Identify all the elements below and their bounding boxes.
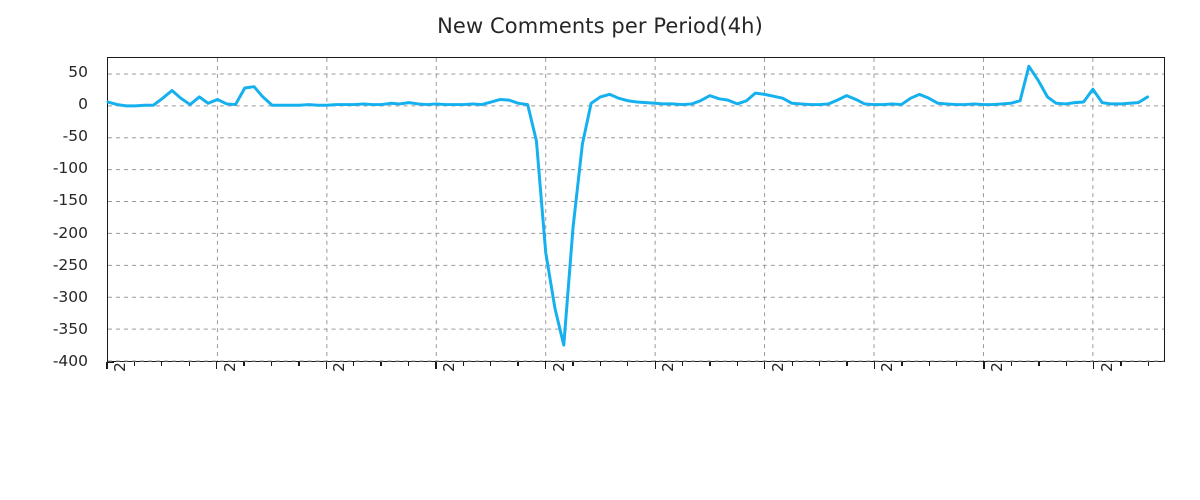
x-axis-minor-tick-mark — [1147, 362, 1150, 366]
x-axis-major-tick-mark — [435, 362, 437, 369]
chart-title: New Comments per Period(4h) — [437, 14, 763, 38]
x-axis-minor-tick-mark — [709, 362, 711, 366]
x-axis-minor-tick-mark — [298, 362, 300, 366]
x-axis-minor-tick-mark — [627, 362, 629, 366]
x-axis-major-tick-mark — [983, 362, 985, 369]
x-axis-major-tick-mark — [325, 362, 327, 369]
x-axis-minor-tick-mark — [270, 362, 273, 366]
y-axis-tick-label: -150 — [52, 191, 88, 210]
x-axis-minor-tick-mark — [681, 362, 684, 366]
x-axis-minor-tick-mark — [736, 362, 739, 366]
y-axis-tick-label: -300 — [52, 287, 88, 306]
x-axis-minor-tick-mark — [380, 362, 382, 366]
y-axis-tick-label: -100 — [52, 159, 88, 178]
plot-area — [106, 57, 1165, 362]
x-axis-minor-tick-mark — [243, 362, 245, 366]
x-axis-minor-tick-mark — [928, 362, 930, 366]
x-axis-major-tick-mark — [106, 362, 108, 369]
x-axis-major-tick-mark — [764, 362, 766, 369]
y-axis-tick-label: -200 — [52, 223, 88, 242]
data-series-line — [106, 64, 1150, 347]
x-axis-minor-tick-mark — [353, 362, 355, 366]
y-axis-tick-label: 0 — [78, 95, 88, 114]
x-axis-minor-tick-mark — [791, 362, 793, 366]
x-axis-major-tick-mark — [215, 362, 218, 369]
x-axis-minor-tick-mark — [1120, 362, 1122, 366]
y-axis-tick-label: 50 — [68, 63, 88, 82]
x-axis-major-tick-mark — [873, 362, 876, 369]
x-axis-minor-tick-mark — [490, 362, 492, 366]
x-axis-minor-tick-mark — [1010, 362, 1013, 366]
x-axis-minor-tick-mark — [407, 362, 410, 366]
x-axis-minor-tick-mark — [188, 362, 190, 366]
x-axis-minor-tick-mark — [133, 362, 136, 366]
x-axis-minor-tick-mark — [599, 362, 601, 366]
x-axis-minor-tick-mark — [901, 362, 903, 366]
y-axis-tick-label: -400 — [52, 352, 88, 370]
x-axis-minor-tick-mark — [462, 362, 464, 366]
x-axis-minor-tick-mark — [956, 362, 958, 366]
x-axis-minor-tick-mark — [846, 362, 848, 366]
y-axis-tick-label: -350 — [52, 319, 88, 338]
x-axis-minor-tick-mark — [517, 362, 519, 366]
x-axis-minor-tick-mark — [818, 362, 821, 366]
x-axis-minor-tick-mark — [572, 362, 574, 366]
x-axis-minor-tick-mark — [1038, 362, 1040, 366]
x-axis-major-tick-mark — [654, 362, 656, 369]
x-axis-minor-tick-mark — [161, 362, 163, 366]
x-axis-major-tick-mark — [1093, 362, 1095, 369]
y-axis-tick-label: -250 — [52, 255, 88, 274]
x-axis-major-tick-mark — [544, 362, 547, 369]
y-axis-tick-label: -50 — [62, 127, 88, 146]
x-axis-minor-tick-mark — [1065, 362, 1067, 366]
